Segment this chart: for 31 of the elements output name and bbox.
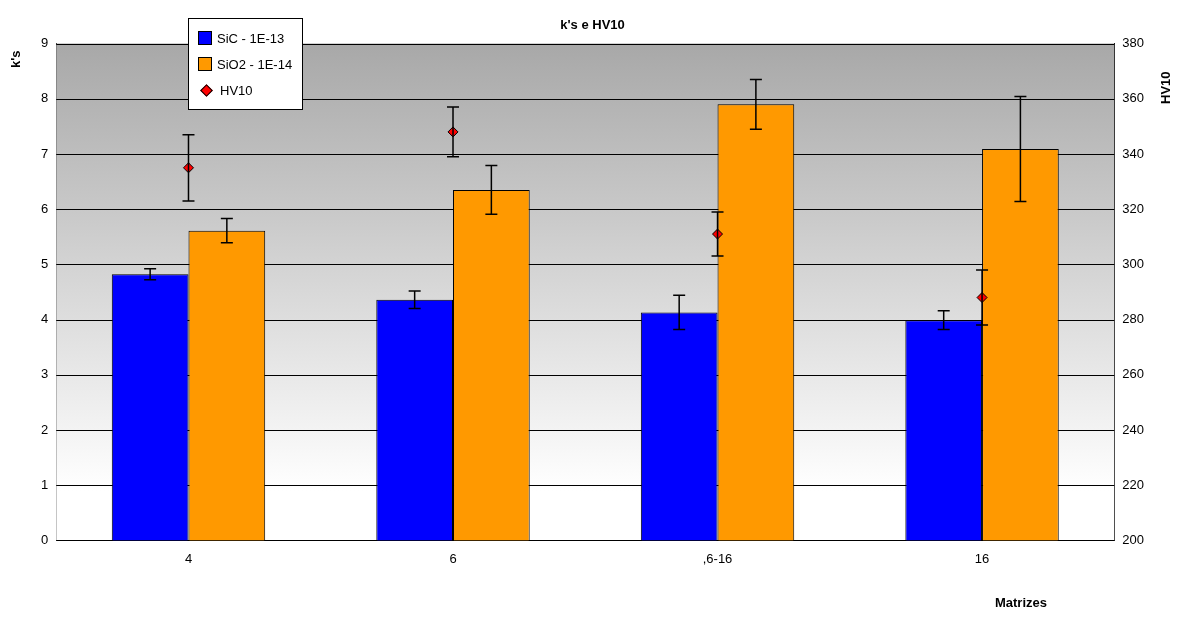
y2-tick-label: 280 <box>1122 311 1145 327</box>
y2-tick-label: 240 <box>1122 421 1145 437</box>
y2-tick-label: 220 <box>1122 476 1145 492</box>
y2-tick-label: 200 <box>1122 531 1145 547</box>
y2-tick-label: 320 <box>1122 200 1145 216</box>
y-tick-label: 3 <box>41 366 49 382</box>
y2-tick-label: 300 <box>1122 255 1145 271</box>
y-tick-label: 4 <box>41 311 49 327</box>
y-tick-label: 1 <box>41 476 49 492</box>
y2-tick-label: 360 <box>1122 90 1145 106</box>
y-tick-label: 2 <box>41 421 49 437</box>
legend-label: SiO2 - 1E-14 <box>217 56 293 72</box>
y2-tick-label: 340 <box>1122 145 1145 161</box>
legend-label: SiC - 1E-13 <box>217 30 285 46</box>
x-axis-title: Matrizes <box>994 595 1047 610</box>
y-tick-label: 7 <box>41 145 49 161</box>
x-tick-label: 6 <box>449 550 457 566</box>
y2-axis-title: HV10 <box>1158 71 1173 104</box>
y-tick-label: 6 <box>41 200 49 216</box>
x-tick-label: 16 <box>974 550 990 566</box>
x-tick-label: ,6-16 <box>702 550 733 566</box>
y-tick-label: 0 <box>41 531 49 547</box>
y-tick-label: 9 <box>41 35 49 51</box>
y-tick-label: 8 <box>41 90 49 106</box>
legend-label: HV10 <box>220 82 253 98</box>
chart-title: k's e HV10 <box>560 17 625 33</box>
y-axis-title: k's <box>8 50 23 68</box>
y2-tick-label: 380 <box>1122 35 1145 51</box>
y-tick-label: 5 <box>41 255 49 271</box>
y2-tick-label: 260 <box>1122 366 1145 382</box>
x-tick-label: 4 <box>184 550 193 566</box>
